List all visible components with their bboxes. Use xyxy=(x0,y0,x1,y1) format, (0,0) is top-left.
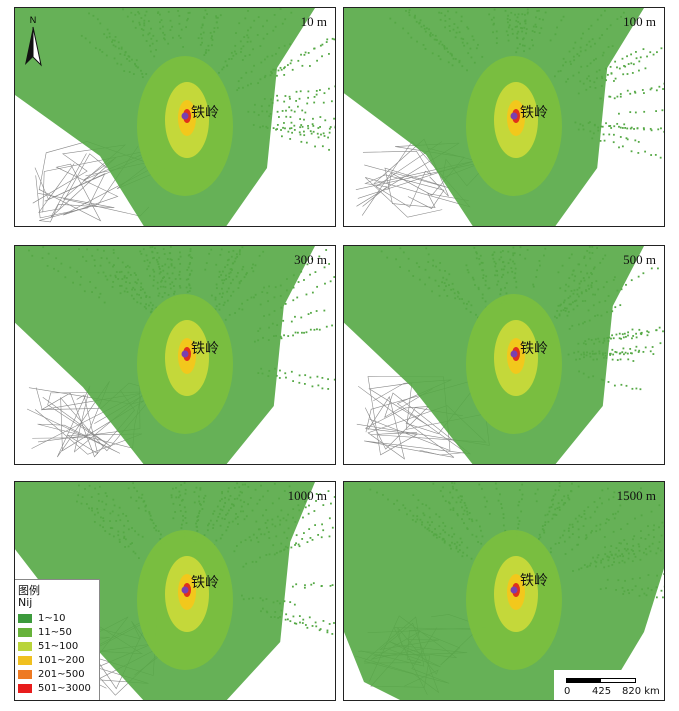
trajectory-streaks xyxy=(76,482,335,635)
legend-swatch xyxy=(18,627,32,637)
tieling-station-marker xyxy=(510,350,518,358)
scale-tick-label: 425 xyxy=(592,686,612,697)
trajectory-streaks xyxy=(80,8,335,151)
legend-swatch xyxy=(18,655,32,665)
legend-item: 11~50 xyxy=(18,626,72,638)
map-panel-300m: 300 m 铁岭 xyxy=(14,245,336,465)
legend-swatch xyxy=(18,641,32,651)
north-arrow-icon: N xyxy=(25,15,42,67)
city-label-tieling: 铁岭 xyxy=(191,341,219,357)
trajectory-density-map xyxy=(344,482,664,700)
tieling-station-marker xyxy=(181,112,189,120)
trajectory-density-map xyxy=(15,8,335,226)
scale-bar-segment xyxy=(600,678,636,683)
city-label-tieling: 铁岭 xyxy=(520,105,548,121)
tieling-station-marker xyxy=(510,112,518,120)
tieling-station-marker xyxy=(181,586,189,594)
legend: 图例 Nij 1~10 11~50 51~100 101~200 201~500… xyxy=(15,579,100,700)
height-label: 500 m xyxy=(623,252,656,267)
legend-item-label: 51~100 xyxy=(38,640,79,652)
height-label: 1000 m xyxy=(287,488,327,503)
legend-swatch xyxy=(18,613,32,623)
trajectory-density-map xyxy=(15,482,335,700)
city-label-tieling: 铁岭 xyxy=(520,573,548,589)
city-label-tieling: 铁岭 xyxy=(191,105,219,121)
north-label: N xyxy=(30,15,37,25)
city-label-tieling: 铁岭 xyxy=(191,575,219,591)
legend-item: 101~200 xyxy=(18,654,85,666)
height-label: 1500 m xyxy=(616,488,656,503)
legend-item-label: 101~200 xyxy=(38,654,85,666)
legend-item: 501~3000 xyxy=(18,682,91,694)
scale-bar-segment xyxy=(566,678,600,683)
map-panel-1000m: 1000 m 铁岭 图例 Nij 1~10 11~50 51~100 101~2… xyxy=(14,481,336,701)
scale-tick-label: 0 xyxy=(564,686,571,697)
legend-swatch xyxy=(18,669,32,679)
legend-item-label: 1~10 xyxy=(38,612,66,624)
city-label-tieling: 铁岭 xyxy=(520,341,548,357)
legend-variable: Nij xyxy=(18,596,33,609)
legend-item-label: 11~50 xyxy=(38,626,72,638)
legend-item-label: 201~500 xyxy=(38,668,85,680)
legend-title: 图例 xyxy=(18,584,40,597)
height-label: 100 m xyxy=(623,14,656,29)
legend-swatch xyxy=(18,683,32,693)
trajectory-streaks xyxy=(28,246,335,390)
legend-item: 51~100 xyxy=(18,640,78,652)
map-panel-1500m: 1500 m 铁岭 0 425 820 km xyxy=(343,481,665,701)
map-panel-100m: 100 m 铁岭 xyxy=(343,7,665,227)
trajectory-streaks xyxy=(380,246,664,391)
scale-tick-label: 820 km xyxy=(622,686,660,697)
boundary-lines xyxy=(356,376,490,460)
map-panel-10m: N 10 m 铁岭 xyxy=(14,7,336,227)
trajectory-density-map xyxy=(344,246,664,464)
map-panel-500m: 500 m 铁岭 xyxy=(343,245,665,465)
trajectory-streaks xyxy=(389,8,664,159)
scale-bar: 0 425 820 km xyxy=(554,670,664,700)
tieling-station-marker xyxy=(510,586,518,594)
tieling-station-marker xyxy=(181,350,189,358)
legend-item-label: 501~3000 xyxy=(38,682,91,694)
legend-item: 1~10 xyxy=(18,612,65,624)
trajectory-density-map xyxy=(344,8,664,226)
height-label: 10 m xyxy=(300,14,327,29)
trajectory-density-map xyxy=(15,246,335,464)
legend-item: 201~500 xyxy=(18,668,85,680)
height-label: 300 m xyxy=(294,252,327,267)
